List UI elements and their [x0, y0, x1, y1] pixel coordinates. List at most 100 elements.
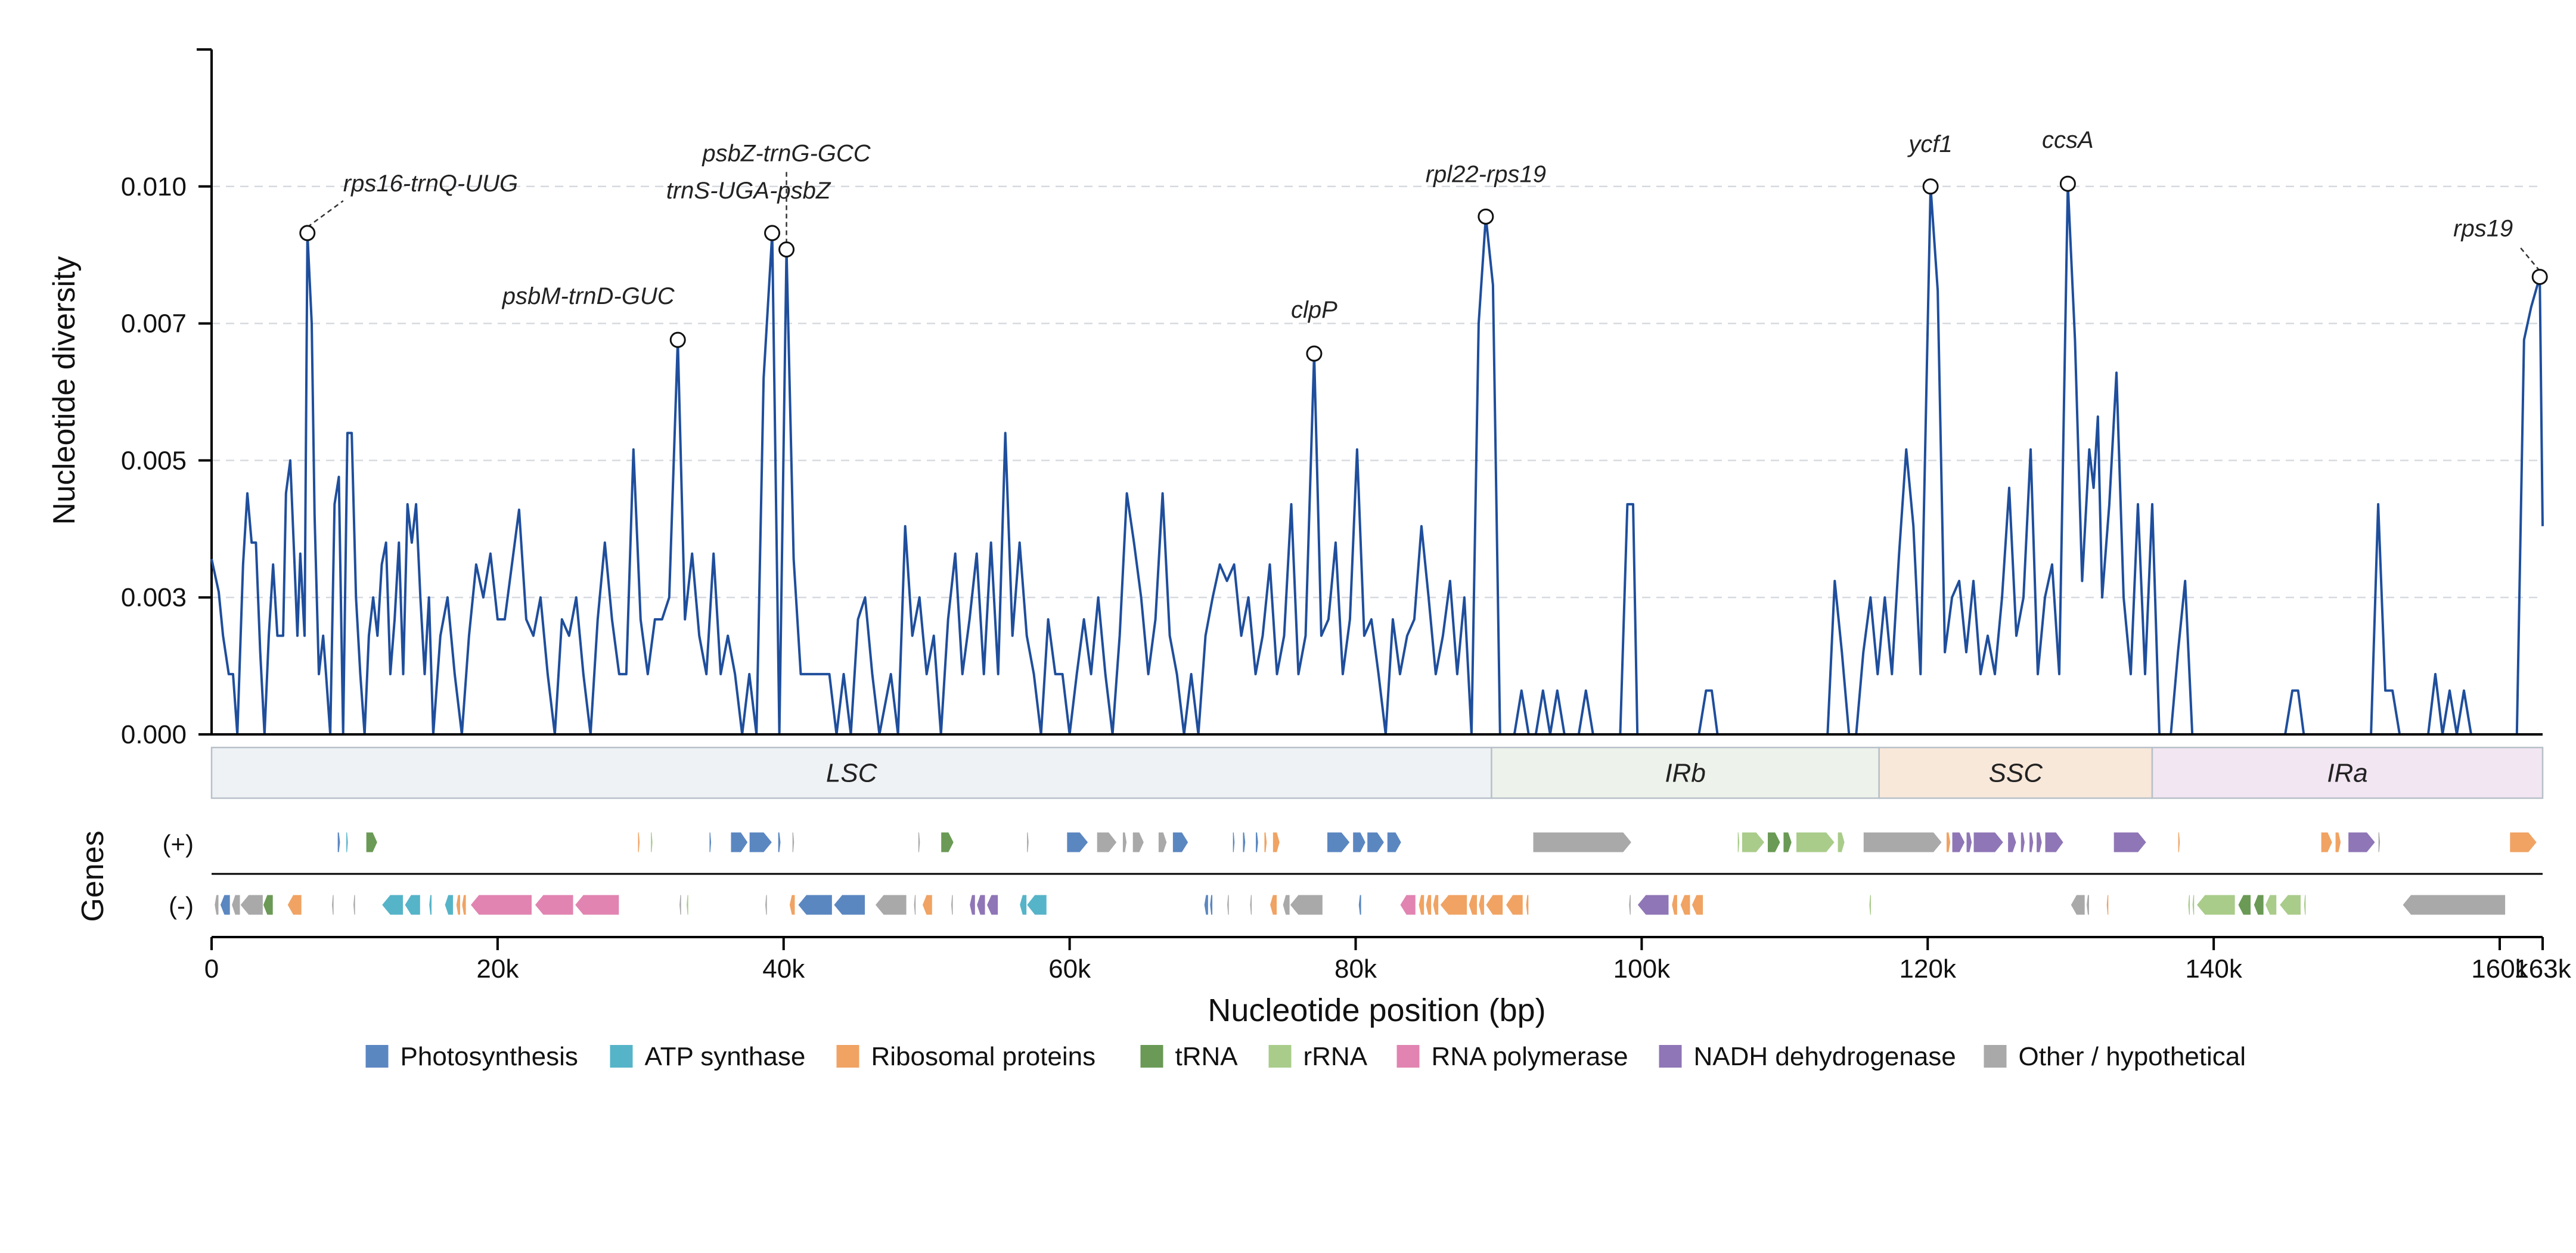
peak-label: ycf1 — [1907, 131, 1952, 157]
gene-arrow — [1289, 894, 1323, 916]
gene-arrow — [444, 894, 454, 916]
gene-arrow — [337, 832, 341, 853]
gene-arrow — [346, 832, 349, 853]
gene-arrow — [1157, 832, 1168, 853]
gene-arrow — [1272, 832, 1280, 853]
gene-arrow — [461, 894, 467, 916]
gene-arrow — [1242, 832, 1246, 853]
y-axis: 0.000 0.003 0.005 0.007 0.010 — [121, 48, 213, 749]
gene-arrow — [2007, 832, 2017, 853]
gene-arrow — [1532, 832, 1632, 853]
gene-arrow — [331, 894, 334, 916]
gene-arrow — [1227, 894, 1230, 916]
y-gridlines — [212, 185, 2543, 598]
legend-label: ATP synthase — [645, 1042, 806, 1071]
gene-arrow — [1439, 894, 1468, 916]
gene-arrow — [1951, 832, 1966, 853]
gene-arrow — [2029, 832, 2034, 853]
gene-arrow — [1485, 894, 1504, 916]
annotation-leader — [307, 200, 344, 228]
x-tick-label: 140k — [2185, 954, 2242, 984]
y-axis-label: Nucleotide diversity — [47, 256, 82, 525]
gene-arrow — [2348, 832, 2376, 853]
gene-arrow — [1066, 832, 1089, 853]
gene-arrow — [404, 894, 421, 916]
gene-arrow — [219, 894, 231, 916]
peak-marker — [2059, 175, 2076, 192]
legend-label: rRNA — [1303, 1042, 1368, 1071]
minus-strand-label: (-) — [169, 892, 194, 920]
peak-label: rpl22-rps19 — [1426, 161, 1546, 187]
gene-arrow — [2509, 832, 2538, 853]
peak-marker — [299, 225, 316, 241]
peak-label: ccsA — [2042, 127, 2094, 153]
diversity-line — [210, 182, 2544, 736]
region-label: IRa — [2327, 759, 2367, 788]
gene-arrow — [2036, 832, 2043, 853]
gene-arrow — [2196, 894, 2236, 916]
legend-swatch — [1140, 1045, 1163, 1068]
peak-marker — [1922, 178, 1939, 195]
gene-arrow — [1478, 894, 1485, 916]
x-tick-label: 20k — [476, 954, 519, 984]
gene-arrow — [353, 894, 356, 916]
gene-arrow — [1783, 832, 1792, 853]
gene-arrow — [1203, 894, 1209, 916]
gene-arrow — [686, 894, 689, 916]
gene-arrow — [1270, 894, 1278, 916]
gene-arrow — [1741, 832, 1765, 853]
gene-arrow — [1367, 832, 1385, 853]
gene-arrow — [1172, 832, 1189, 853]
gene-arrow — [941, 832, 954, 853]
legend-swatch — [1984, 1045, 2007, 1068]
diversity-line-layer — [210, 182, 2544, 736]
gene-arrow — [2106, 894, 2109, 916]
gene-arrow — [429, 894, 433, 916]
gene-arrow — [262, 894, 274, 916]
gene-arrow — [2378, 832, 2381, 853]
gene-arrow — [2086, 894, 2090, 916]
gene-arrow — [1637, 894, 1669, 916]
gene-arrow — [1628, 894, 1631, 916]
legend-label: Other / hypothetical — [2019, 1042, 2246, 1071]
gene-arrow — [534, 894, 574, 916]
peak-annotations: rps16-trnQ-UUG psbM-trnD-GUC trnS-UGA-psbZ… — [299, 127, 2548, 362]
gene-arrow — [287, 894, 302, 916]
gene-arrow — [789, 894, 796, 916]
region-ssc — [1878, 746, 2153, 799]
gene-arrow — [2192, 894, 2195, 916]
peak-label: rps16-trnQ-UUG — [343, 170, 518, 197]
gene-arrow — [1863, 832, 1942, 853]
peak-marker — [1478, 208, 1494, 225]
gene-arrow — [792, 832, 795, 853]
x-tick-label: 40k — [762, 954, 805, 984]
gene-arrow — [1505, 894, 1523, 916]
gene-arrow — [1264, 832, 1268, 853]
gene-arrow — [2020, 832, 2025, 853]
gene-arrow — [2402, 894, 2506, 916]
gene-arrow — [913, 894, 917, 916]
y-tick-label: 0.010 — [121, 172, 187, 201]
gene-arrow — [1358, 894, 1362, 916]
gene-arrow — [1945, 832, 1951, 853]
annotation-leader — [2518, 245, 2541, 272]
gene-arrow — [2044, 832, 2064, 853]
peak-label: trnS-UGA-psbZ — [666, 178, 831, 204]
gene-arrow — [1026, 832, 1029, 853]
peak-label: psbM-trnD-GUC — [502, 283, 675, 309]
peak-marker — [2531, 268, 2548, 285]
legend-swatch — [1659, 1045, 1682, 1068]
gene-arrow — [1468, 894, 1478, 916]
gene-arrow — [2320, 832, 2333, 853]
genome-regions-track: LSC IRb SSC IRa — [210, 746, 2544, 799]
gene-arrow — [2335, 832, 2342, 853]
gene-arrow — [1973, 832, 2004, 853]
gene-arrow — [2070, 894, 2085, 916]
x-tick-label: 100k — [1613, 954, 1671, 984]
gene-arrow — [730, 832, 749, 853]
gene-arrow — [1327, 832, 1351, 853]
peak-marker — [1306, 345, 1323, 362]
gene-arrow — [950, 894, 954, 916]
legend-label: Photosynthesis — [401, 1042, 578, 1071]
